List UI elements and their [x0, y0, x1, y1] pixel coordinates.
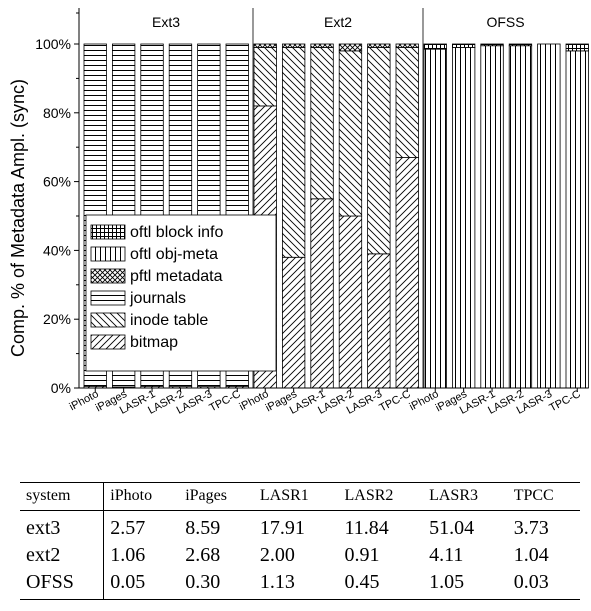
table-cell: 1.06 [110, 543, 146, 566]
y-tick-label: 20% [43, 311, 71, 327]
bar-segment-ofss-lasr-3-oftl-obj-meta [537, 43, 561, 389]
table-cell: 2.57 [110, 516, 146, 539]
table-header-iphoto: iPhoto [103, 482, 180, 511]
table-cell: 2.68 [185, 543, 221, 566]
table-header-lasr1: LASR1 [253, 482, 339, 511]
table-header-ipages: iPages [179, 482, 254, 511]
bar-segment-ext2-ipages-bitmap [281, 256, 306, 389]
y-tick-label: 100% [35, 36, 71, 52]
table-row: OFSS 0.05 0.30 1.13 0.45 1.05 0.03 [20, 568, 580, 600]
legend-swatch-oftl-obj-meta [90, 246, 126, 262]
y-tick-label: 80% [43, 105, 71, 121]
table-cell: 0.03 [507, 568, 580, 600]
bar-segment-ofss-ipages-oftl-block-info [451, 43, 476, 48]
bar-segment-ext2-ipages-inode-table [281, 47, 306, 258]
table-cell: 51.04 [429, 516, 475, 539]
bar-segment-ext2-lasr-1-pftl-metadata [310, 43, 334, 48]
legend-label-oftl-obj-meta: oftl obj-meta [130, 246, 218, 263]
group-title-ext3: Ext3 [152, 14, 180, 30]
bar-segment-ext2-lasr-1-bitmap [310, 198, 334, 389]
bar-segment-ofss-lasr-1-oftl-obj-meta [480, 45, 504, 389]
bar-segment-ext2-tpc-c-inode-table [395, 47, 419, 158]
table-cell: ext2 [20, 541, 105, 568]
table-cell: 1.05 [423, 568, 508, 600]
legend-swatch-bitmap [90, 334, 126, 350]
bar-segment-ext2-iphoto-pftl-metadata [253, 43, 277, 48]
y-tick-label: 40% [43, 242, 71, 258]
table-header-system: system [20, 482, 105, 511]
table-row: ext2 1.06 2.68 2.00 0.91 4.11 1.04 [20, 541, 580, 568]
table-header-lasr3: LASR3 [423, 482, 508, 511]
table-cell: 8.59 [185, 516, 221, 539]
bar-segment-ext2-lasr-3-inode-table [367, 47, 391, 255]
bar-segment-ofss-iphoto-oftl-obj-meta [423, 48, 447, 389]
legend: oftl block info oftl obj-meta pftl metadat… [85, 214, 277, 372]
bar-segment-ext2-lasr-3-pftl-metadata [367, 43, 391, 48]
bar-segment-ofss-lasr-2-oftl-obj-meta [508, 45, 533, 389]
y-tick-label: 0% [51, 380, 71, 396]
table-cell: 3.73 [513, 516, 549, 539]
y-tick-label: 60% [43, 174, 71, 190]
legend-label-journals: journals [129, 290, 186, 307]
bar-segment-ofss-tpc-c-oftl-obj-meta [565, 50, 589, 389]
table-header-row: system iPhoto iPages LASR1 LASR2 LASR3 T… [20, 482, 580, 511]
table-header-lasr2: LASR2 [338, 482, 424, 511]
table-row: ext3 2.57 8.59 17.91 11.84 51.04 3.73 [20, 510, 580, 541]
bar-segment-ext2-tpc-c-pftl-metadata [395, 43, 419, 48]
bar-segment-ext2-lasr-3-bitmap [367, 253, 391, 389]
legend-label-pftl-metadata: pftl metadata [130, 268, 223, 285]
bar-segment-ext2-lasr-2-inode-table [338, 50, 363, 217]
table-cell: 1.04 [513, 543, 549, 566]
bar-segment-ofss-tpc-c-oftl-block-info [565, 43, 589, 52]
bar-segment-ext2-iphoto-inode-table [253, 47, 277, 107]
table-cell: 2.00 [259, 543, 295, 566]
legend-label-inode-table: inode table [130, 312, 208, 329]
table-cell: 11.84 [344, 516, 389, 539]
bar-segment-ext2-lasr-2-bitmap [338, 215, 363, 389]
legend-swatch-journals [90, 290, 126, 306]
bar-segment-ofss-ipages-oftl-obj-meta [451, 47, 476, 389]
table-header-tpcc: TPCC [507, 482, 580, 511]
table-cell: 1.13 [253, 568, 339, 600]
bar-segment-ofss-iphoto-oftl-block-info [423, 43, 447, 50]
table-cell: 0.05 [103, 568, 180, 600]
table-cell: 0.45 [338, 568, 424, 600]
group-title-ext2: Ext2 [324, 14, 352, 30]
table-cell: 0.30 [179, 568, 254, 600]
stacked-bar-chart: 0%20%40%60%80%100%Ext3iPhotoiPagesLASR-1… [8, 8, 589, 417]
table-cell: 4.11 [429, 543, 464, 566]
group-title-ofss: OFSS [486, 14, 524, 30]
legend-swatch-pftl-metadata [90, 268, 126, 284]
y-axis-label: Comp. % of Metadata Ampl. (sync) [8, 79, 28, 357]
bar-segment-ext2-lasr-1-inode-table [310, 47, 334, 200]
legend-swatch-oftl-block-info [90, 224, 126, 240]
table-cell: 17.91 [259, 516, 305, 539]
table-cell: OFSS [20, 568, 105, 600]
bar-segment-ext2-ipages-pftl-metadata [281, 43, 306, 48]
amplification-table: system iPhoto iPages LASR1 LASR2 LASR3 T… [20, 482, 580, 600]
bar-segment-ofss-lasr-2-oftl-block-info [508, 43, 533, 47]
legend-label-oftl-block-info: oftl block info [130, 224, 223, 241]
bar-segment-ofss-lasr-1-oftl-block-info [480, 43, 504, 47]
bar-segment-ext2-tpc-c-bitmap [395, 157, 419, 389]
legend-label-bitmap: bitmap [130, 334, 178, 351]
table-cell: ext3 [20, 510, 105, 541]
bar-segment-ext2-lasr-2-pftl-metadata [338, 43, 363, 52]
table-cell: 0.91 [344, 543, 380, 566]
legend-swatch-inode-table [90, 312, 126, 328]
